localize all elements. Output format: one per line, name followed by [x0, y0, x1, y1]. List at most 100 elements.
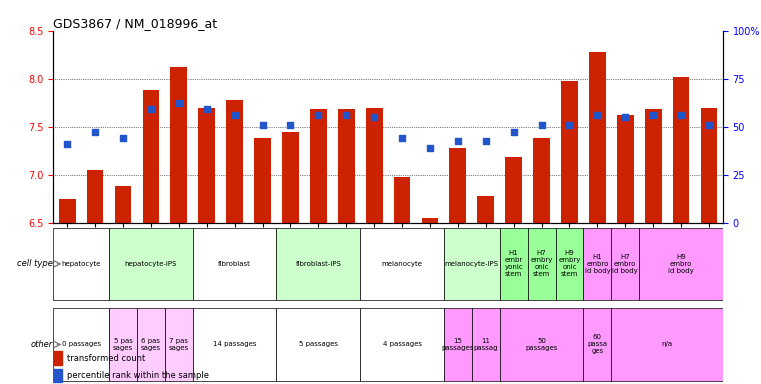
Point — [647, 112, 659, 118]
Text: 4 passages: 4 passages — [383, 341, 422, 348]
Text: n/a: n/a — [661, 341, 673, 348]
Text: H7
embry
onic
stem: H7 embry onic stem — [530, 250, 552, 277]
Bar — [589, 52, 606, 223]
FancyBboxPatch shape — [444, 228, 500, 300]
Text: H9
embry
onic
stem: H9 embry onic stem — [559, 250, 581, 277]
Text: other: other — [31, 340, 53, 349]
Text: H7
embro
id body: H7 embro id body — [613, 254, 638, 274]
Point — [675, 112, 687, 118]
Point — [201, 106, 213, 113]
FancyBboxPatch shape — [53, 228, 109, 300]
FancyBboxPatch shape — [360, 308, 444, 381]
Bar — [226, 100, 243, 223]
Text: 60
passa
ges: 60 passa ges — [587, 334, 607, 354]
FancyBboxPatch shape — [360, 228, 444, 300]
Text: hepatocyte-iPS: hepatocyte-iPS — [125, 261, 177, 267]
Bar — [338, 109, 355, 223]
FancyBboxPatch shape — [500, 228, 527, 300]
FancyBboxPatch shape — [276, 308, 360, 381]
Point — [117, 135, 129, 141]
FancyBboxPatch shape — [109, 228, 193, 300]
Bar — [393, 177, 410, 223]
Text: 6 pas
sages: 6 pas sages — [141, 338, 161, 351]
Point — [285, 122, 297, 128]
Point — [508, 128, 520, 135]
Point — [536, 122, 548, 128]
Text: 11
passag: 11 passag — [473, 338, 498, 351]
FancyBboxPatch shape — [137, 308, 165, 381]
Bar — [310, 109, 326, 223]
Bar — [505, 157, 522, 223]
Text: H9
embro
id body: H9 embro id body — [668, 254, 694, 274]
Point — [368, 114, 380, 120]
Text: melanocyte: melanocyte — [381, 261, 422, 267]
Text: melanocyte-IPS: melanocyte-IPS — [445, 261, 498, 267]
Point — [703, 122, 715, 128]
Point — [424, 145, 436, 151]
FancyBboxPatch shape — [193, 228, 276, 300]
Text: transformed count: transformed count — [67, 354, 145, 363]
Point — [228, 112, 240, 118]
Bar — [645, 109, 661, 223]
Text: 0 passages: 0 passages — [62, 341, 100, 348]
FancyBboxPatch shape — [611, 228, 639, 300]
Text: percentile rank within the sample: percentile rank within the sample — [67, 371, 209, 380]
Text: H1
embr
yonic
stem: H1 embr yonic stem — [505, 250, 523, 277]
Bar — [701, 108, 718, 223]
Point — [563, 122, 575, 128]
Point — [340, 112, 352, 118]
Bar — [673, 77, 689, 223]
Bar — [59, 199, 75, 223]
FancyBboxPatch shape — [527, 228, 556, 300]
Point — [591, 112, 603, 118]
FancyBboxPatch shape — [165, 308, 193, 381]
Text: cell type: cell type — [18, 259, 53, 268]
FancyBboxPatch shape — [193, 308, 276, 381]
Text: 50
passages: 50 passages — [525, 338, 558, 351]
Bar — [170, 67, 187, 223]
FancyBboxPatch shape — [472, 308, 500, 381]
FancyBboxPatch shape — [444, 308, 472, 381]
FancyBboxPatch shape — [109, 308, 137, 381]
Point — [452, 138, 464, 144]
Bar — [366, 108, 383, 223]
FancyBboxPatch shape — [276, 228, 360, 300]
FancyBboxPatch shape — [53, 308, 109, 381]
Bar — [254, 138, 271, 223]
FancyBboxPatch shape — [556, 228, 584, 300]
Point — [312, 112, 324, 118]
Text: fibroblast-IPS: fibroblast-IPS — [295, 261, 341, 267]
Bar — [617, 115, 634, 223]
FancyBboxPatch shape — [611, 308, 723, 381]
Text: 5 passages: 5 passages — [299, 341, 338, 348]
Point — [173, 100, 185, 106]
Point — [61, 141, 73, 147]
FancyBboxPatch shape — [500, 308, 584, 381]
FancyBboxPatch shape — [584, 228, 611, 300]
Bar — [53, 351, 62, 365]
Text: hepatocyte: hepatocyte — [62, 261, 101, 267]
Bar — [422, 218, 438, 223]
Text: H1
embro
id body: H1 embro id body — [584, 254, 610, 274]
Text: fibroblast: fibroblast — [218, 261, 251, 267]
Bar — [142, 90, 159, 223]
FancyBboxPatch shape — [584, 308, 611, 381]
Point — [619, 114, 632, 120]
Text: GDS3867 / NM_018996_at: GDS3867 / NM_018996_at — [53, 17, 218, 30]
Bar — [282, 132, 299, 223]
Point — [89, 129, 101, 136]
Bar — [53, 369, 62, 382]
Text: 14 passages: 14 passages — [213, 341, 256, 348]
Point — [396, 135, 408, 141]
Point — [479, 138, 492, 144]
Point — [256, 122, 269, 128]
Bar — [477, 196, 494, 223]
Point — [145, 106, 157, 113]
Bar — [199, 108, 215, 223]
Bar — [450, 148, 466, 223]
Bar — [561, 81, 578, 223]
Bar — [87, 170, 103, 223]
Text: 15
passages: 15 passages — [441, 338, 474, 351]
FancyBboxPatch shape — [639, 228, 723, 300]
Text: 7 pas
sages: 7 pas sages — [169, 338, 189, 351]
